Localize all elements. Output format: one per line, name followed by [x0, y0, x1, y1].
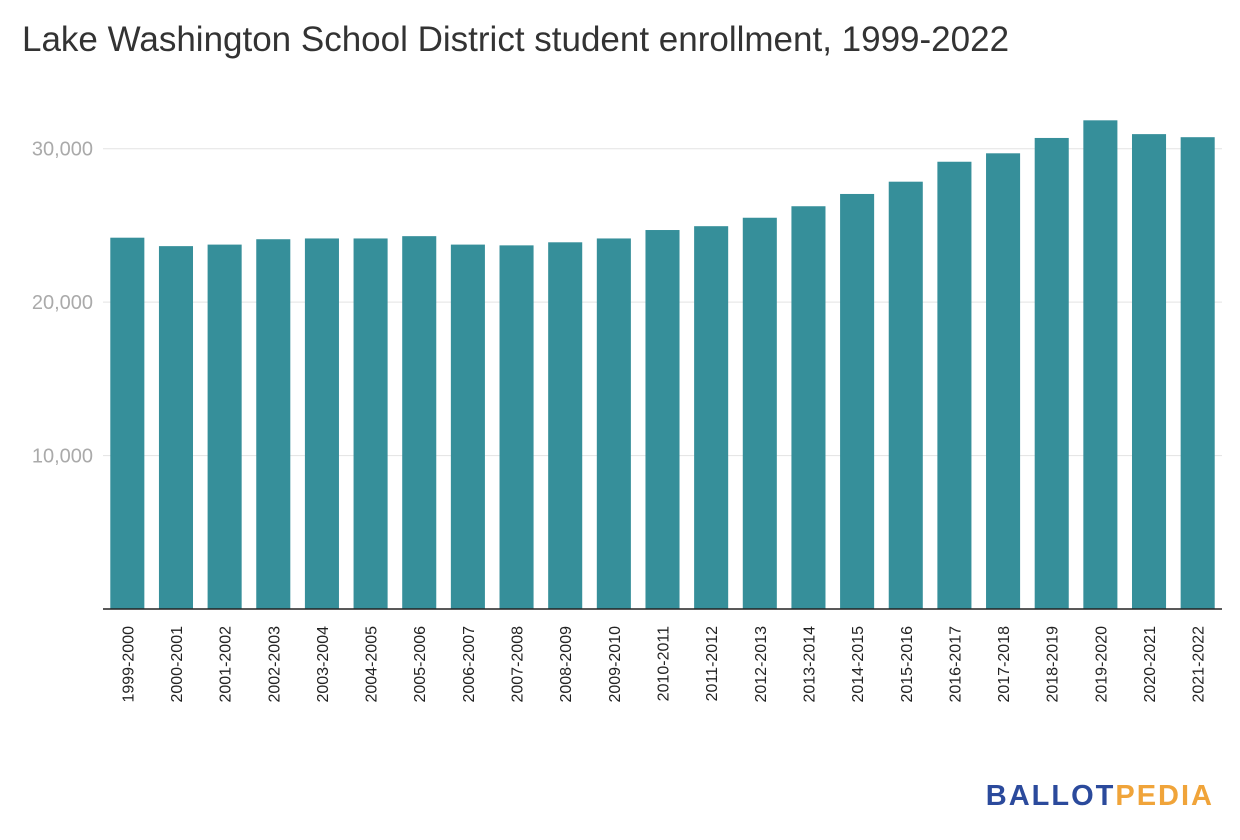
y-axis-tick-labels: 10,000 20,000 30,000 [32, 139, 93, 468]
bar-2007-2008 [499, 245, 534, 609]
bar-2008-2009 [548, 242, 583, 609]
bar-2017-2018 [986, 153, 1021, 609]
bar-2018-2019 [1034, 137, 1069, 610]
bar-1999-2000 [110, 237, 145, 609]
x-tick-label: 2005-2006 [412, 626, 429, 703]
x-tick-label: 2021-2022 [1191, 626, 1208, 703]
bar-2009-2010 [596, 238, 631, 609]
x-tick-label: 2020-2021 [1142, 626, 1159, 703]
x-tick-label: 2006-2007 [461, 626, 478, 703]
x-axis-tick-labels: 1999-2000 2000-2001 2001-2002 2002-2003 2003… [120, 626, 1207, 703]
bar-2001-2002 [207, 244, 242, 609]
x-tick-label: 2014-2015 [850, 626, 867, 703]
bar-2014-2015 [840, 193, 875, 609]
logo-ballot-text: BALLOT [985, 780, 1116, 812]
logo-pedia-text: PEDIA [1115, 780, 1214, 812]
bar-2021-2022 [1180, 137, 1215, 609]
x-tick-label: 2015-2016 [899, 626, 916, 703]
ballotpedia-logo: BALLOTPEDIA [986, 780, 1214, 813]
x-tick-label: 2017-2018 [996, 626, 1013, 703]
x-tick-label: 1999-2000 [120, 626, 137, 703]
bar-2012-2013 [742, 217, 777, 609]
x-tick-label: 2004-2005 [364, 626, 381, 703]
bar-2003-2004 [304, 238, 339, 609]
chart-title: Lake Washington School District student … [22, 20, 1010, 59]
x-tick-label: 2008-2009 [558, 626, 575, 703]
bar-2002-2003 [256, 239, 291, 609]
y-tick-label: 30,000 [32, 139, 93, 161]
x-tick-label: 2003-2004 [315, 626, 332, 703]
bar-2000-2001 [158, 246, 194, 609]
y-tick-label: 20,000 [32, 292, 93, 314]
x-tick-label: 2019-2020 [1093, 626, 1110, 703]
bars [110, 120, 1215, 610]
x-tick-label: 2002-2003 [266, 626, 283, 703]
x-tick-label: 2007-2008 [510, 626, 527, 703]
x-tick-label: 2000-2001 [169, 626, 186, 703]
bar-2006-2007 [450, 244, 485, 609]
bar-2013-2014 [791, 206, 826, 609]
x-tick-label: 2013-2014 [801, 626, 818, 703]
x-tick-label: 2016-2017 [947, 626, 964, 703]
x-tick-label: 2018-2019 [1045, 626, 1062, 703]
x-tick-label: 2011-2012 [704, 626, 721, 701]
bar-2019-2020 [1083, 120, 1118, 610]
bar-2004-2005 [353, 238, 388, 609]
bar-2010-2011 [645, 230, 680, 610]
x-tick-label: 2012-2013 [753, 626, 770, 703]
bar-2005-2006 [402, 236, 437, 609]
bar-2011-2012 [694, 226, 729, 610]
bar-2015-2016 [888, 181, 923, 609]
x-tick-label: 2010-2011 [656, 626, 673, 701]
bar-2016-2017 [937, 161, 972, 609]
x-tick-label: 2009-2010 [607, 626, 624, 703]
x-tick-label: 2001-2002 [218, 626, 235, 703]
bar-2020-2021 [1131, 134, 1167, 609]
y-tick-label: 10,000 [32, 446, 93, 468]
